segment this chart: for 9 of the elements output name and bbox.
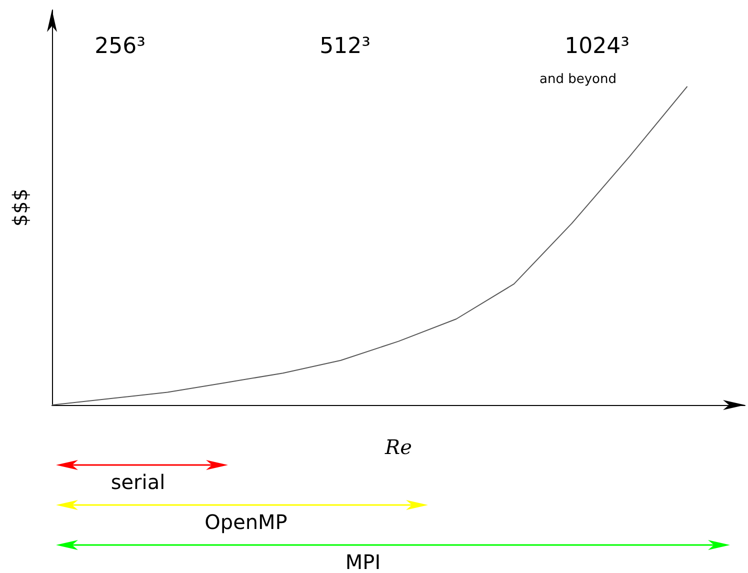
- text: OpenMP: [204, 510, 288, 534]
- annotation: and beyond: [540, 72, 616, 87]
- text: 1024³: [564, 34, 630, 59]
- text: serial: [110, 470, 166, 494]
- text: MPI: [345, 550, 381, 573]
- y-axis-title: $$$: [8, 188, 32, 227]
- text: 256³: [94, 34, 146, 59]
- x-axis-title: Re: [384, 435, 412, 459]
- text: 512³: [320, 34, 370, 59]
